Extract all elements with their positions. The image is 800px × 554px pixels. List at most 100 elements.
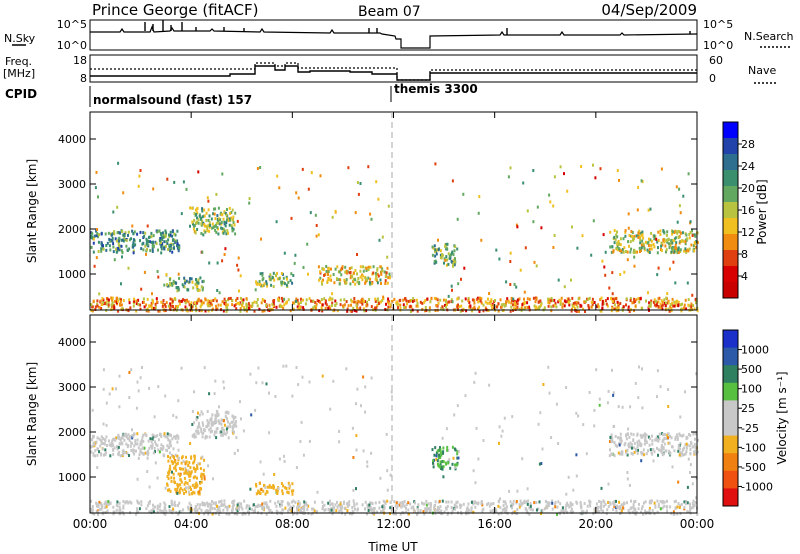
echo-cell xyxy=(633,309,635,313)
echo-cell xyxy=(337,503,340,507)
echo-cell xyxy=(640,510,643,514)
echo-cell xyxy=(621,405,624,409)
echo-cell xyxy=(696,309,699,313)
echo-cell xyxy=(215,430,218,434)
echo-cell xyxy=(99,299,102,303)
echo-cell xyxy=(401,500,404,504)
echo-cell xyxy=(534,300,537,304)
echo-cell xyxy=(572,302,575,305)
echo-cell xyxy=(170,476,173,480)
echo-cell xyxy=(442,460,445,464)
echo-cell xyxy=(562,302,565,306)
echo-cell xyxy=(191,305,194,309)
echo-cell xyxy=(566,189,569,193)
echo-cell xyxy=(387,305,390,309)
echo-cell xyxy=(412,505,415,509)
echo-cell xyxy=(550,309,553,313)
echo-cell xyxy=(495,248,498,252)
echo-cell xyxy=(482,303,485,307)
echo-cell xyxy=(229,425,232,428)
echo-cell xyxy=(180,212,183,216)
echo-cell xyxy=(344,281,347,285)
echo-cell xyxy=(137,389,140,393)
echo-cell xyxy=(220,418,223,422)
echo-cell xyxy=(245,506,248,510)
echo-cell xyxy=(575,309,578,313)
echo-cell xyxy=(288,484,291,488)
echo-cell xyxy=(167,238,170,242)
echo-cell xyxy=(90,450,93,454)
echo-cell xyxy=(307,504,310,508)
echo-cell xyxy=(435,248,438,252)
echo-cell xyxy=(518,503,521,507)
echo-cell xyxy=(259,272,262,276)
echo-cell xyxy=(345,300,348,304)
echo-cell xyxy=(272,285,275,289)
echo-cell xyxy=(132,304,135,308)
colorbar-cell xyxy=(723,418,738,437)
echo-cell xyxy=(444,506,447,510)
echo-cell xyxy=(96,447,99,451)
echo-cell xyxy=(560,509,563,513)
echo-cell xyxy=(234,211,237,215)
echo-cell xyxy=(407,501,410,505)
echo-cell xyxy=(102,422,105,426)
echo-cell xyxy=(627,305,630,309)
echo-cell xyxy=(473,301,476,305)
echo-cell xyxy=(667,237,670,241)
echo-cell xyxy=(677,449,680,453)
echo-cell xyxy=(619,438,622,442)
echo-cell xyxy=(320,280,323,284)
echo-cell xyxy=(197,429,200,433)
nsky-panel: N.Sky 10^5 10^0 10^5 10^0 N.Search xyxy=(4,18,794,52)
echo-cell xyxy=(197,218,200,222)
echo-cell xyxy=(685,450,688,454)
echo-cell xyxy=(632,438,635,442)
echo-cell xyxy=(614,237,617,241)
echo-cell xyxy=(356,305,358,309)
echo-cell xyxy=(565,386,568,389)
echo-cell xyxy=(690,302,693,306)
echo-cell xyxy=(261,505,264,508)
echo-cell xyxy=(91,408,94,412)
echo-cell xyxy=(193,212,196,215)
echo-cell xyxy=(200,222,203,226)
echo-cell xyxy=(222,217,225,221)
echo-cell xyxy=(633,250,636,254)
echo-cell xyxy=(441,467,444,471)
echo-cell xyxy=(650,299,653,303)
echo-cell xyxy=(222,309,225,313)
echo-cell xyxy=(553,234,556,237)
echo-cell xyxy=(488,383,491,387)
echo-cell xyxy=(645,452,648,456)
echo-cell xyxy=(499,506,502,510)
echo-cell xyxy=(119,454,122,458)
echo-cell xyxy=(109,454,112,458)
echo-cell xyxy=(151,433,154,437)
echo-cell xyxy=(443,510,446,514)
echo-cell xyxy=(178,488,181,492)
echo-cell xyxy=(96,228,99,231)
echo-cell xyxy=(380,282,382,285)
echo-cell xyxy=(136,509,139,513)
echo-cell xyxy=(180,366,183,370)
echo-cell xyxy=(171,301,174,305)
echo-cell xyxy=(377,274,380,278)
echo-cell xyxy=(685,442,688,446)
echo-cell xyxy=(177,456,180,460)
echo-cell xyxy=(670,436,673,440)
echo-cell xyxy=(435,297,438,301)
echo-cell xyxy=(657,297,660,301)
echo-cell xyxy=(696,438,699,442)
echo-cell xyxy=(188,470,191,474)
echo-cell xyxy=(188,492,191,496)
echo-cell xyxy=(399,501,402,505)
echo-cell xyxy=(285,275,288,279)
echo-cell xyxy=(269,278,272,282)
echo-cell xyxy=(548,501,551,505)
echo-cell xyxy=(221,259,224,263)
echo-cell xyxy=(107,298,110,302)
echo-cell xyxy=(100,232,103,236)
echo-cell xyxy=(173,232,176,236)
echo-cell xyxy=(641,452,644,456)
